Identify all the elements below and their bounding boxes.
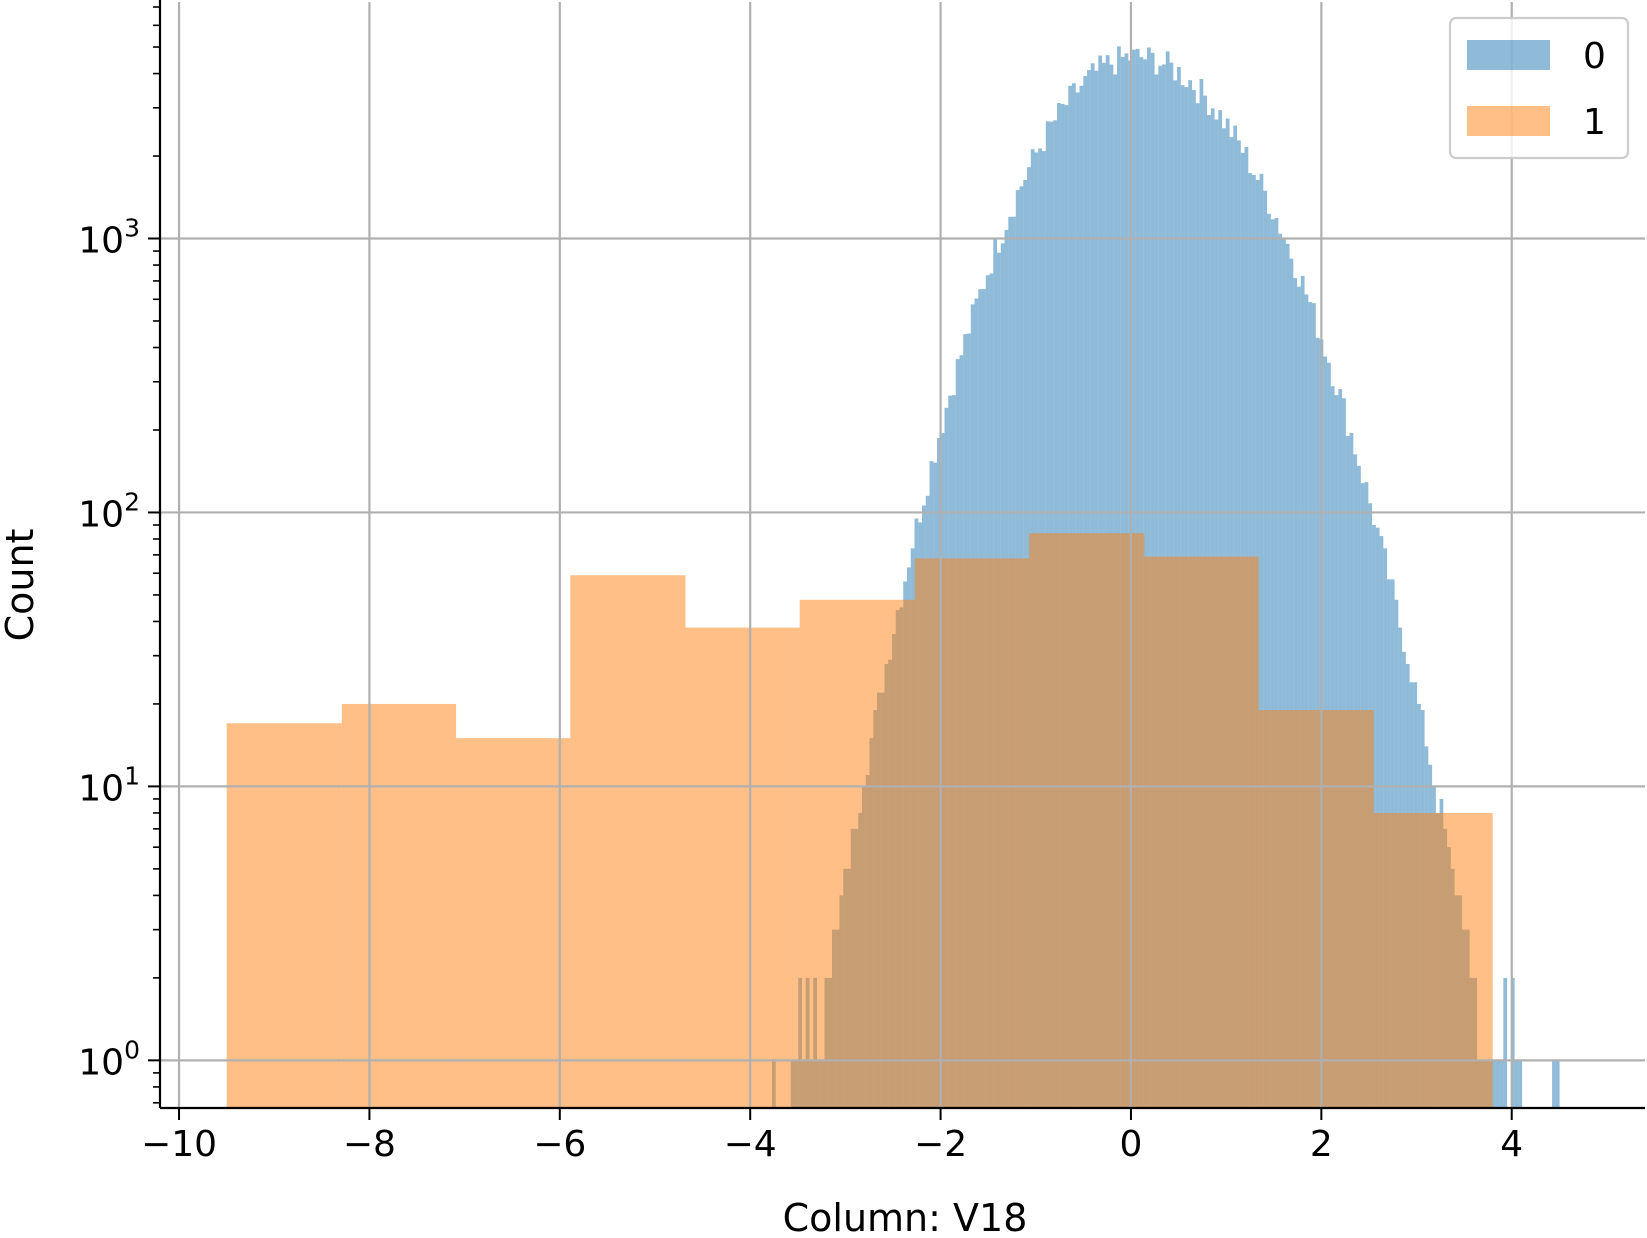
series-0-bar bbox=[1495, 1060, 1500, 1108]
series-1-bar bbox=[456, 738, 571, 1108]
series-1-bar bbox=[1258, 710, 1374, 1108]
series-0-bar bbox=[1492, 1060, 1496, 1108]
legend-label-0: 0 bbox=[1583, 36, 1606, 77]
series-1-bar bbox=[341, 703, 457, 1108]
legend-label-1: 1 bbox=[1583, 102, 1606, 143]
series-1-bar bbox=[685, 627, 800, 1108]
axes bbox=[158, 0, 1645, 1110]
series-0-bar bbox=[1285, 243, 1290, 1109]
x-tick-label: −6 bbox=[533, 1124, 586, 1165]
x-tick-label: −4 bbox=[724, 1124, 777, 1165]
x-tick-label: −2 bbox=[914, 1124, 967, 1165]
series-0-bar bbox=[1293, 278, 1298, 1109]
series-1-bar bbox=[570, 575, 686, 1108]
series-1-bars bbox=[226, 533, 1493, 1108]
series-0-bar bbox=[1267, 213, 1271, 1108]
x-axis-label: Column: V18 bbox=[783, 1196, 1028, 1238]
legend-swatch-1 bbox=[1467, 106, 1550, 136]
series-0-bar bbox=[1304, 294, 1309, 1108]
series-1-bar bbox=[1029, 533, 1145, 1108]
y-axis-ticks: 100 101 102 103 bbox=[78, 6, 160, 1104]
y-tick-label: 100 bbox=[78, 1035, 140, 1083]
series-0-bar bbox=[1270, 219, 1275, 1109]
series-1-bar bbox=[1373, 812, 1493, 1108]
series-0-bar bbox=[1555, 1060, 1560, 1108]
series-0-bar bbox=[1274, 217, 1279, 1108]
series-0-bar bbox=[1300, 275, 1305, 1108]
series-0-bar bbox=[1514, 1060, 1519, 1108]
y-tick-label: 102 bbox=[78, 487, 140, 535]
series-1-bar bbox=[799, 599, 915, 1108]
series-0-bar bbox=[1282, 237, 1286, 1108]
series-1-bar bbox=[1144, 556, 1259, 1108]
x-tick-label: −8 bbox=[343, 1124, 396, 1165]
series-0-bar bbox=[1259, 173, 1264, 1109]
series-0-bar bbox=[1263, 190, 1268, 1108]
x-axis-ticks: −10 −8 −6 −4 −2 0 2 4 bbox=[141, 1108, 1523, 1165]
series-0-bar bbox=[1297, 286, 1301, 1108]
series-0-bar bbox=[1308, 302, 1313, 1109]
y-axis-label: Count bbox=[0, 529, 42, 642]
y-tick-label: 103 bbox=[78, 214, 140, 262]
series-0-bar bbox=[1518, 1060, 1523, 1108]
x-tick-label: −10 bbox=[141, 1124, 217, 1165]
series-0-bar bbox=[1278, 233, 1283, 1109]
series-0-bar bbox=[1289, 258, 1294, 1108]
series-0-bar bbox=[1499, 1060, 1504, 1108]
series-1-bar bbox=[914, 558, 1030, 1108]
grid-lines bbox=[160, 2, 1645, 1108]
x-tick-label: 4 bbox=[1500, 1124, 1523, 1165]
series-1-bar bbox=[226, 723, 342, 1108]
legend-swatch-0 bbox=[1467, 40, 1550, 70]
x-tick-label: 2 bbox=[1310, 1124, 1333, 1165]
x-tick-label: 0 bbox=[1120, 1124, 1143, 1165]
series-0-bar bbox=[1503, 977, 1508, 1108]
series-0-bar bbox=[1552, 1060, 1556, 1108]
series-0-bar bbox=[1312, 303, 1316, 1108]
legend: 01 bbox=[1448, 16, 1630, 160]
y-tick-label: 101 bbox=[78, 761, 140, 809]
